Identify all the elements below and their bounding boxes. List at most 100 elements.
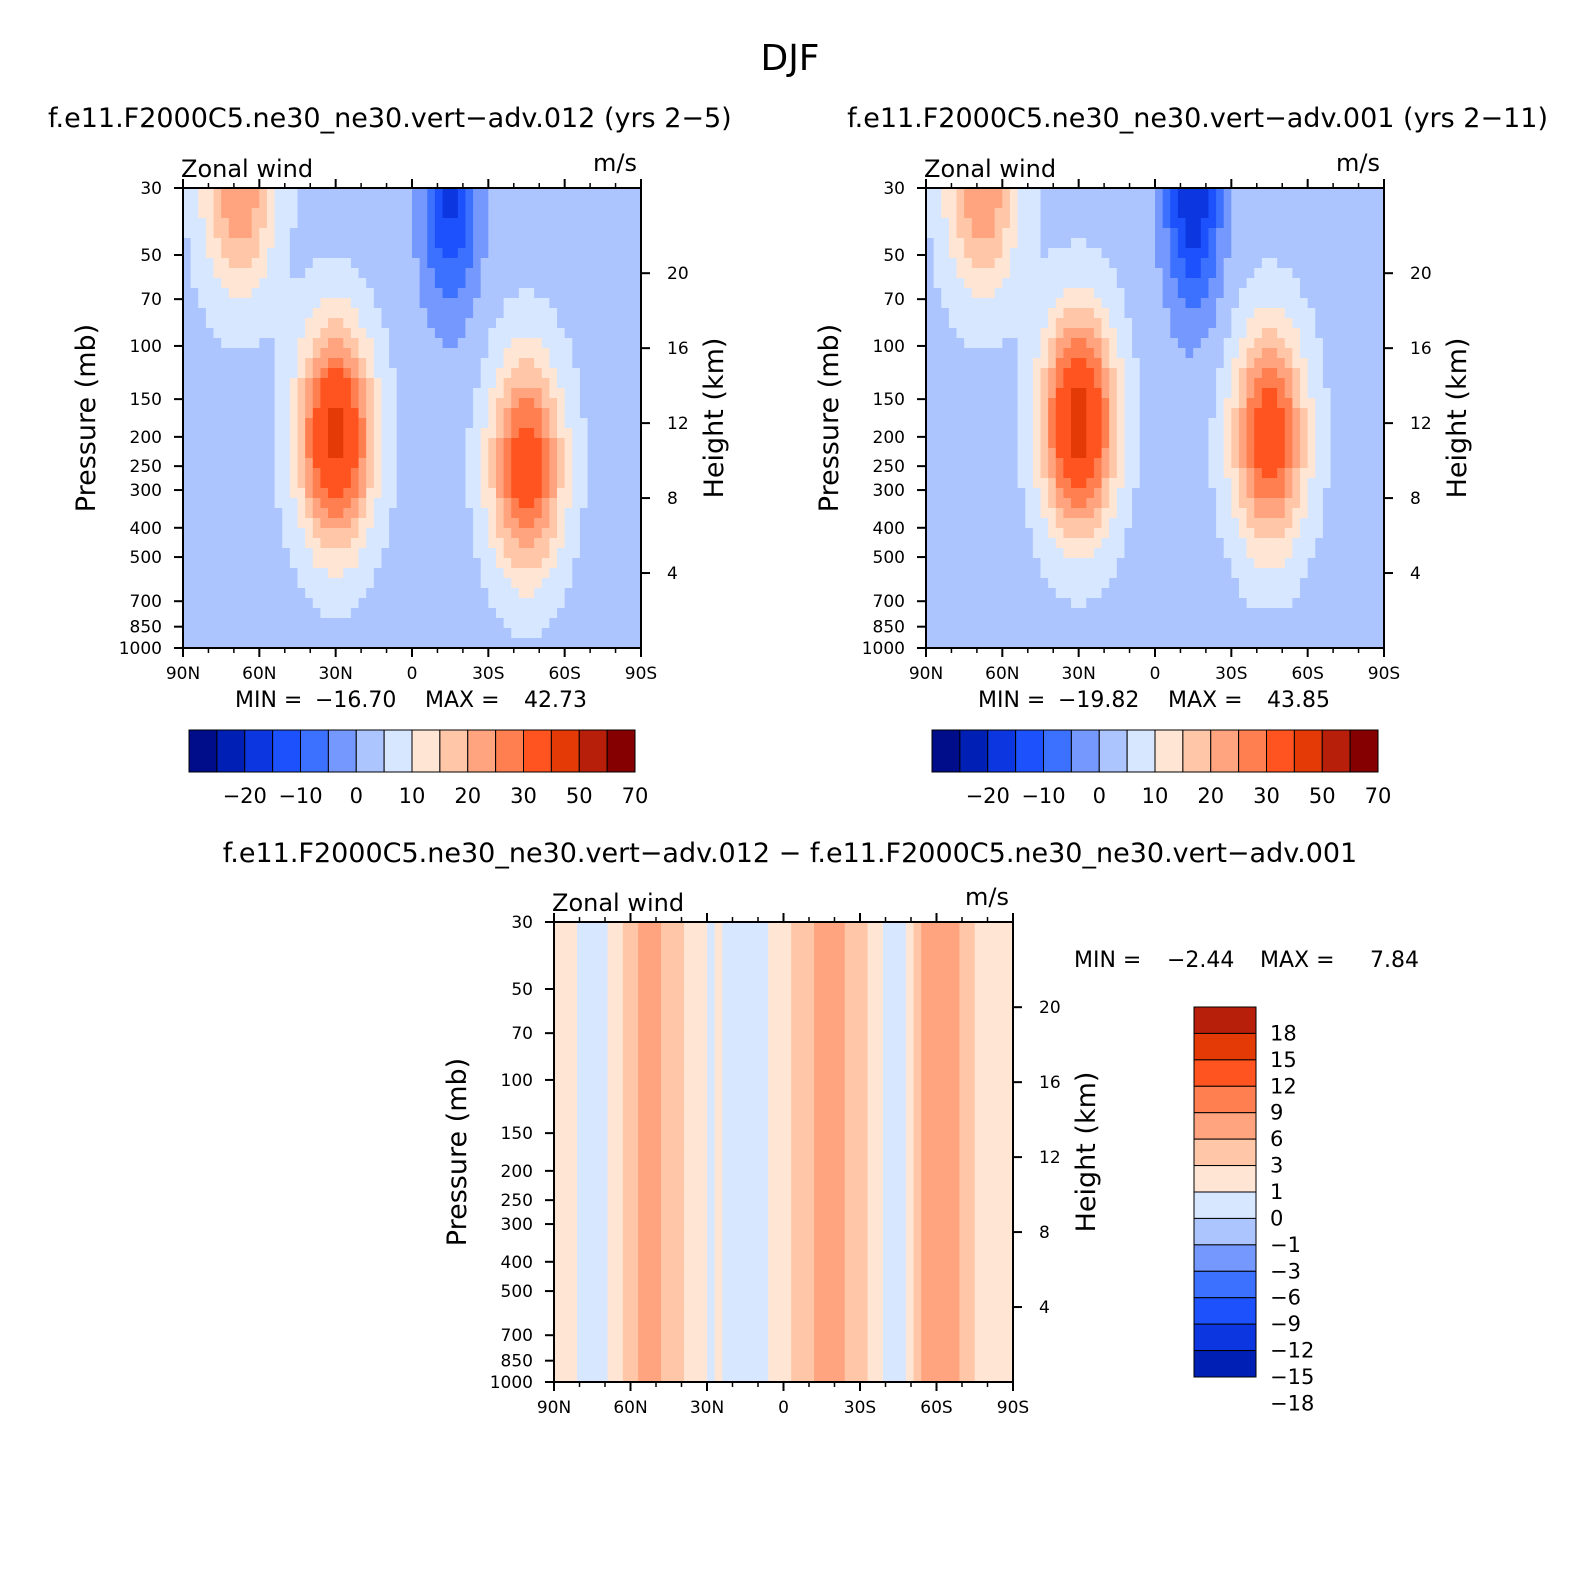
field-cell xyxy=(964,508,973,519)
field-cell xyxy=(933,438,942,449)
field-cell xyxy=(1086,288,1095,299)
field-cell xyxy=(442,458,451,469)
field-cell xyxy=(480,328,489,339)
field-cell xyxy=(1116,468,1126,479)
field-cell xyxy=(541,548,550,559)
field-cell xyxy=(373,308,383,319)
field-cell xyxy=(618,638,627,649)
field-cell xyxy=(213,448,222,459)
field-cell xyxy=(205,508,215,519)
field-cell xyxy=(198,408,207,419)
field-cell xyxy=(941,568,950,579)
field-cell xyxy=(236,398,245,409)
field-cell xyxy=(205,538,215,549)
field-cell xyxy=(335,368,344,379)
field-cell xyxy=(1261,478,1271,489)
field-cell xyxy=(1231,258,1240,269)
field-cell xyxy=(979,248,988,259)
field-cell xyxy=(1017,488,1026,499)
field-cell xyxy=(1170,408,1179,419)
field-cell xyxy=(274,568,283,579)
field-cell xyxy=(373,188,383,199)
field-cell xyxy=(412,618,421,629)
field-cell xyxy=(1246,198,1255,209)
field-cell xyxy=(389,478,398,489)
field-cell xyxy=(190,218,199,229)
field-cell xyxy=(557,548,566,559)
field-cell xyxy=(457,338,467,349)
field-cell xyxy=(434,188,444,199)
field-cell xyxy=(228,248,238,259)
field-cell xyxy=(1216,448,1225,459)
field-cell xyxy=(1063,208,1072,219)
field-cell xyxy=(236,528,245,539)
field-cell xyxy=(1116,628,1126,639)
field-cell xyxy=(1193,528,1202,539)
field-cell xyxy=(1101,508,1110,519)
field-cell xyxy=(1269,558,1278,569)
field-cell xyxy=(266,508,276,519)
field-cell xyxy=(488,428,497,439)
field-cell xyxy=(1071,438,1080,449)
field-cell xyxy=(198,478,207,489)
field-cell xyxy=(511,498,520,509)
field-cell xyxy=(312,408,321,419)
field-cell xyxy=(1063,518,1072,529)
field-cell xyxy=(190,328,199,339)
field-cell xyxy=(396,318,405,329)
field-cell xyxy=(1231,268,1240,279)
field-cell xyxy=(994,508,1003,519)
field-cell xyxy=(366,458,375,469)
field-cell xyxy=(1147,408,1156,419)
field-cell xyxy=(1055,508,1064,519)
field-cell xyxy=(948,558,958,569)
field-cell xyxy=(1155,188,1164,199)
field-cell xyxy=(442,558,451,569)
field-cell xyxy=(473,588,482,599)
field-cell xyxy=(289,528,299,539)
field-cell xyxy=(1071,608,1080,619)
field-cell xyxy=(412,508,421,519)
figure-title: DJF xyxy=(760,38,819,79)
field-cell xyxy=(971,588,981,599)
field-cell xyxy=(534,628,543,639)
field-cell xyxy=(1200,348,1210,359)
field-cell xyxy=(956,558,965,569)
field-cell xyxy=(1216,418,1225,429)
field-cell xyxy=(511,518,520,529)
field-cell xyxy=(297,508,306,519)
field-cell xyxy=(1223,628,1232,639)
field-cell xyxy=(389,558,398,569)
field-cell xyxy=(244,568,253,579)
field-cell xyxy=(480,448,489,459)
field-cell xyxy=(244,398,253,409)
field-cell xyxy=(1269,588,1278,599)
field-cell xyxy=(266,468,276,479)
field-cell xyxy=(1048,618,1057,629)
field-cell xyxy=(564,578,573,589)
field-cell xyxy=(190,488,199,499)
field-cell xyxy=(1139,488,1148,499)
field-cell xyxy=(994,348,1003,359)
field-cell xyxy=(190,288,199,299)
field-cell xyxy=(1261,418,1271,429)
field-cell xyxy=(419,548,428,559)
field-cell xyxy=(511,268,520,279)
field-cell xyxy=(350,288,360,299)
field-cell xyxy=(480,458,489,469)
field-cell xyxy=(434,288,444,299)
field-cell xyxy=(457,568,467,579)
field-cell xyxy=(1246,448,1255,459)
field-cell xyxy=(465,588,474,599)
field-cell xyxy=(1116,578,1126,589)
field-cell xyxy=(564,478,573,489)
field-cell xyxy=(389,408,398,419)
field-cell xyxy=(1025,488,1034,499)
field-cell xyxy=(396,538,405,549)
field-cell xyxy=(251,598,260,609)
field-cell xyxy=(534,578,543,589)
field-cell xyxy=(1185,278,1194,289)
field-cell xyxy=(1216,528,1225,539)
field-cell xyxy=(933,518,942,529)
field-cell xyxy=(1017,228,1026,239)
